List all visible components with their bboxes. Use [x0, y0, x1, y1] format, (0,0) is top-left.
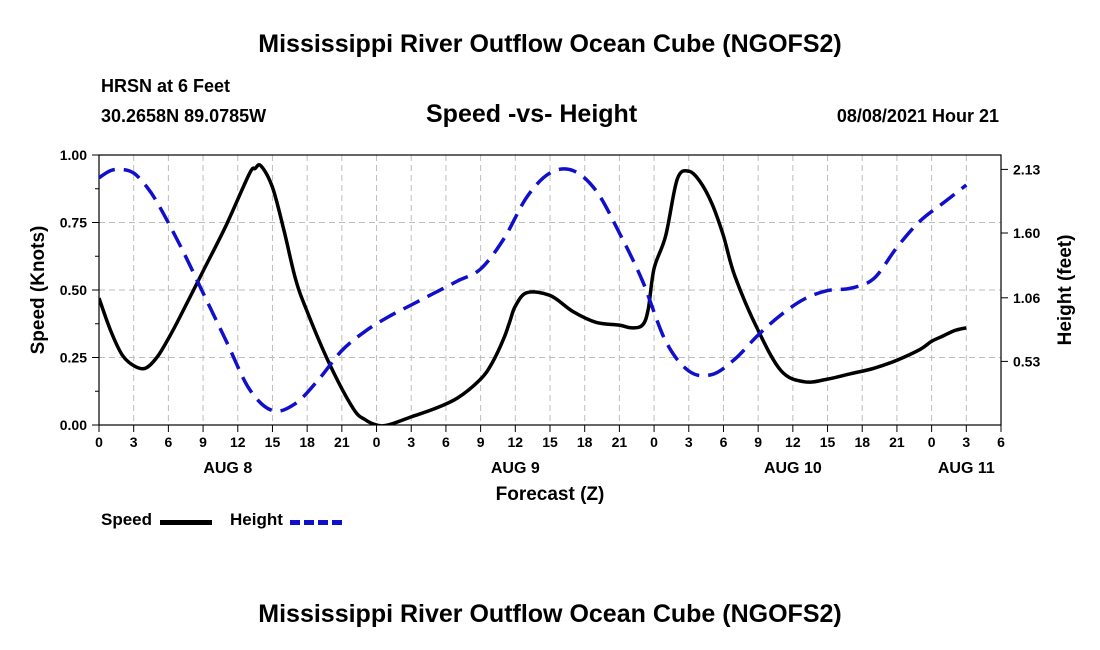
- x-tick-label: 3: [130, 434, 138, 450]
- x-axis-label: Forecast (Z): [496, 484, 605, 505]
- x-tick-label: 6: [442, 434, 450, 450]
- y-left-tick-label: 0.25: [60, 350, 87, 366]
- x-tick-label: 18: [299, 434, 315, 450]
- day-label: AUG 10: [764, 460, 822, 477]
- x-tick-label: 3: [685, 434, 693, 450]
- day-label: AUG 9: [491, 460, 540, 477]
- x-tick-label: 6: [997, 434, 1005, 450]
- height-series-line: [99, 167, 968, 413]
- x-tick-label: 0: [650, 434, 658, 450]
- y-left-tick-label: 0.00: [60, 417, 87, 433]
- x-tick-label: 12: [785, 434, 801, 450]
- plot-frame: [98, 154, 1002, 426]
- y-right-tick-label: 0.53: [1013, 353, 1040, 369]
- x-tick-label: 6: [164, 434, 172, 450]
- y-right-tick-label: 1.60: [1013, 225, 1040, 241]
- x-tick-label: 15: [265, 434, 281, 450]
- x-tick-label: 15: [820, 434, 836, 450]
- x-tick-label: 9: [199, 434, 207, 450]
- station-coords: 30.2658N 89.0785W: [101, 106, 267, 126]
- forecast-datetime: 08/08/2021 Hour 21: [836, 106, 999, 126]
- x-tick-label: 3: [407, 434, 415, 450]
- x-tick-label: 18: [854, 434, 870, 450]
- x-tick-label: 12: [508, 434, 524, 450]
- day-label: AUG 8: [203, 460, 252, 477]
- x-tick-label: 21: [889, 434, 905, 450]
- x-tick-label: 0: [928, 434, 936, 450]
- legend-height-swatch: [290, 520, 342, 525]
- x-tick-label: 21: [612, 434, 628, 450]
- y-left-tick-label: 0.75: [60, 215, 87, 231]
- y-right-tick-label: 1.06: [1013, 290, 1040, 306]
- y-left-tick-label: 0.50: [60, 282, 87, 298]
- x-tick-label: 9: [754, 434, 762, 450]
- x-tick-label: 3: [962, 434, 970, 450]
- chart-main-title: Mississippi River Outflow Ocean Cube (NG…: [258, 30, 842, 58]
- station-name: HRSN at 6 Feet: [101, 76, 231, 96]
- y-axis-right-label: Height (feet): [1055, 235, 1076, 346]
- plot-title: Speed -vs- Height: [426, 100, 638, 128]
- x-tick-label: 0: [373, 434, 381, 450]
- x-tick-label: 12: [230, 434, 246, 450]
- legend-speed-swatch: [160, 520, 212, 525]
- y-left-tick-label: 1.00: [60, 147, 87, 163]
- y-right-tick-label: 2.13: [1013, 161, 1040, 177]
- x-tick-label: 6: [720, 434, 728, 450]
- legend-speed-label: Speed: [101, 510, 153, 529]
- speed-series-line: [99, 163, 967, 425]
- x-tick-label: 15: [542, 434, 558, 450]
- y-axis-left-label: Speed (Knots): [28, 226, 49, 355]
- x-tick-label: 21: [334, 434, 350, 450]
- x-tick-label: 0: [95, 434, 103, 450]
- legend-height-label: Height: [230, 510, 283, 529]
- footer-title: Mississippi River Outflow Ocean Cube (NG…: [258, 600, 842, 628]
- x-tick-label: 9: [477, 434, 485, 450]
- day-label: AUG 11: [938, 460, 995, 477]
- x-tick-label: 18: [577, 434, 593, 450]
